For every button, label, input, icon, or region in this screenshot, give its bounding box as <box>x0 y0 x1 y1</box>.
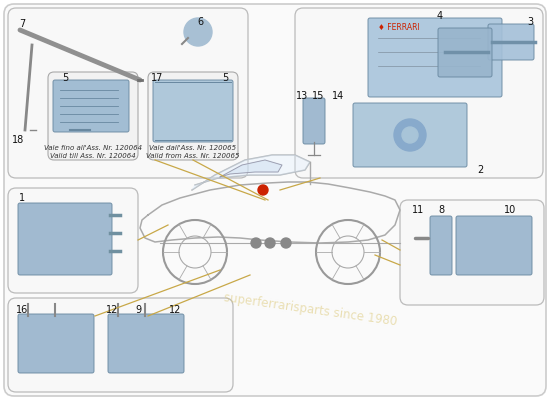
Text: Vale fino all'Ass. Nr. 120064: Vale fino all'Ass. Nr. 120064 <box>44 145 142 151</box>
Circle shape <box>394 119 426 151</box>
FancyBboxPatch shape <box>148 72 238 160</box>
Text: 14: 14 <box>332 91 344 101</box>
Text: 13: 13 <box>296 91 308 101</box>
Text: 5: 5 <box>62 73 68 83</box>
Text: 18: 18 <box>12 135 24 145</box>
FancyBboxPatch shape <box>303 98 325 144</box>
Text: superferrarisparts since 1980: superferrarisparts since 1980 <box>223 292 398 328</box>
FancyBboxPatch shape <box>8 298 233 392</box>
Text: Valid till Ass. Nr. 120064: Valid till Ass. Nr. 120064 <box>50 153 136 159</box>
Text: 11: 11 <box>412 205 424 215</box>
FancyBboxPatch shape <box>438 28 492 77</box>
Circle shape <box>402 127 418 143</box>
FancyBboxPatch shape <box>295 8 543 178</box>
Circle shape <box>251 238 261 248</box>
FancyBboxPatch shape <box>430 216 452 275</box>
Text: Vale dall'Ass. Nr. 120065: Vale dall'Ass. Nr. 120065 <box>150 145 236 151</box>
FancyBboxPatch shape <box>18 203 112 275</box>
Text: 16: 16 <box>16 305 28 315</box>
Text: 8: 8 <box>438 205 444 215</box>
Circle shape <box>281 238 291 248</box>
Text: 10: 10 <box>504 205 516 215</box>
FancyBboxPatch shape <box>18 314 94 373</box>
Text: 1: 1 <box>19 193 25 203</box>
FancyBboxPatch shape <box>368 18 502 97</box>
Text: 3: 3 <box>527 17 533 27</box>
Text: 12: 12 <box>106 305 118 315</box>
FancyBboxPatch shape <box>400 200 544 305</box>
FancyBboxPatch shape <box>48 72 138 160</box>
Circle shape <box>258 185 268 195</box>
Text: 4: 4 <box>437 11 443 21</box>
FancyBboxPatch shape <box>456 216 532 275</box>
FancyBboxPatch shape <box>53 80 129 132</box>
Text: 15: 15 <box>312 91 324 101</box>
FancyBboxPatch shape <box>8 188 138 293</box>
Text: 5: 5 <box>222 73 228 83</box>
Circle shape <box>184 18 212 46</box>
Polygon shape <box>220 160 282 177</box>
FancyBboxPatch shape <box>108 314 184 373</box>
Text: 9: 9 <box>135 305 141 315</box>
FancyBboxPatch shape <box>8 8 248 178</box>
Circle shape <box>265 238 275 248</box>
FancyBboxPatch shape <box>353 103 467 167</box>
Polygon shape <box>192 155 310 190</box>
Text: ♦ FERRARI: ♦ FERRARI <box>378 24 420 32</box>
Text: Valid from Ass. Nr. 120065: Valid from Ass. Nr. 120065 <box>146 153 240 159</box>
Text: 12: 12 <box>169 305 181 315</box>
FancyBboxPatch shape <box>488 24 534 60</box>
FancyBboxPatch shape <box>4 4 546 396</box>
Text: 17: 17 <box>151 73 163 83</box>
FancyBboxPatch shape <box>153 80 233 142</box>
Text: 2: 2 <box>477 165 483 175</box>
Text: 7: 7 <box>19 19 25 29</box>
Text: 6: 6 <box>197 17 203 27</box>
